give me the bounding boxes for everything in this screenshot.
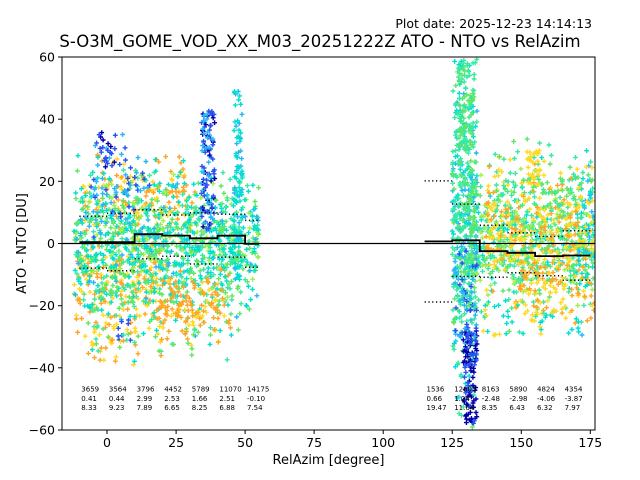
x-tick-label: 75 bbox=[306, 435, 322, 450]
stats-count: 4452 bbox=[164, 386, 182, 394]
y-axis: −60 −40 −20 0 20 40 60 ATO - NTO [DU] bbox=[15, 50, 62, 438]
chart-title: S-O3M_GOME_VOD_XX_M03_20251222Z ATO - NT… bbox=[59, 32, 581, 51]
stats-std: 11.64 bbox=[454, 404, 475, 412]
x-tick-label: 50 bbox=[237, 435, 253, 450]
y-tick-label: 0 bbox=[47, 236, 55, 251]
x-tick-label: 25 bbox=[168, 435, 184, 450]
mean-line-right bbox=[424, 239, 591, 257]
stats-mean: 2.53 bbox=[164, 395, 180, 403]
stats-count: 3659 bbox=[81, 386, 99, 394]
stats-count: 11070 bbox=[219, 386, 241, 394]
x-tick-label: 0 bbox=[103, 435, 111, 450]
stats-count: 14175 bbox=[247, 386, 269, 394]
stats-std: 7.54 bbox=[247, 404, 263, 412]
stats-std: 9.23 bbox=[109, 404, 125, 412]
stats-count: 4354 bbox=[565, 386, 583, 394]
stats-std: 6.32 bbox=[537, 404, 553, 412]
stats-std: 8.33 bbox=[81, 404, 97, 412]
stats-mean: 0.41 bbox=[81, 395, 97, 403]
stats-mean: 1.66 bbox=[192, 395, 208, 403]
stats-std: 7.97 bbox=[565, 404, 581, 412]
stats-mean: -0.10 bbox=[247, 395, 265, 403]
stats-std: 8.35 bbox=[482, 404, 498, 412]
stats-mean: 1.04 bbox=[454, 395, 470, 403]
stats-count: 5890 bbox=[509, 386, 527, 394]
x-tick-label: 100 bbox=[371, 435, 395, 450]
stats-std: 6.43 bbox=[509, 404, 525, 412]
y-tick-label: −20 bbox=[29, 298, 55, 313]
stats-std: 6.88 bbox=[219, 404, 235, 412]
stats-std: 19.47 bbox=[427, 404, 447, 412]
mean-line-left bbox=[79, 233, 259, 245]
stats-mean: -3.87 bbox=[565, 395, 583, 403]
stats-count: 12805 bbox=[454, 386, 476, 394]
plot-date: Plot date: 2025-12-23 14:14:13 bbox=[395, 16, 592, 31]
stats-count: 3796 bbox=[137, 386, 155, 394]
stats-mean: -2.48 bbox=[482, 395, 500, 403]
y-tick-label: −60 bbox=[29, 423, 55, 438]
stats-count: 4824 bbox=[537, 386, 555, 394]
stats-count: 8163 bbox=[482, 386, 500, 394]
stats-mean: -4.06 bbox=[537, 395, 556, 403]
x-axis: 0 25 50 75 100 125 150 175 RelAzim [degree] bbox=[103, 430, 602, 468]
y-tick-label: 40 bbox=[39, 112, 55, 127]
stats-mean: 2.51 bbox=[219, 395, 235, 403]
stats-std: 6.65 bbox=[164, 404, 180, 412]
stats-mean: 0.44 bbox=[109, 395, 125, 403]
stats-mean: -2.98 bbox=[509, 395, 527, 403]
x-tick-label: 175 bbox=[578, 435, 602, 450]
stats-mean: 0.66 bbox=[427, 395, 443, 403]
stats-std: 8.25 bbox=[192, 404, 208, 412]
stats-count: 5789 bbox=[192, 386, 210, 394]
stats-count: 3564 bbox=[109, 386, 127, 394]
x-axis-label: RelAzim [degree] bbox=[273, 453, 385, 468]
y-tick-label: 60 bbox=[39, 50, 55, 65]
stats-std: 7.89 bbox=[137, 404, 153, 412]
y-tick-label: −40 bbox=[29, 360, 55, 375]
x-tick-label: 125 bbox=[440, 435, 464, 450]
y-tick-label: 20 bbox=[39, 174, 55, 189]
scatter-points bbox=[71, 57, 595, 430]
stats-mean: 2.99 bbox=[137, 395, 153, 403]
x-tick-label: 150 bbox=[509, 435, 533, 450]
stats-count: 1536 bbox=[427, 386, 445, 394]
y-axis-label: ATO - NTO [DU] bbox=[15, 193, 30, 294]
